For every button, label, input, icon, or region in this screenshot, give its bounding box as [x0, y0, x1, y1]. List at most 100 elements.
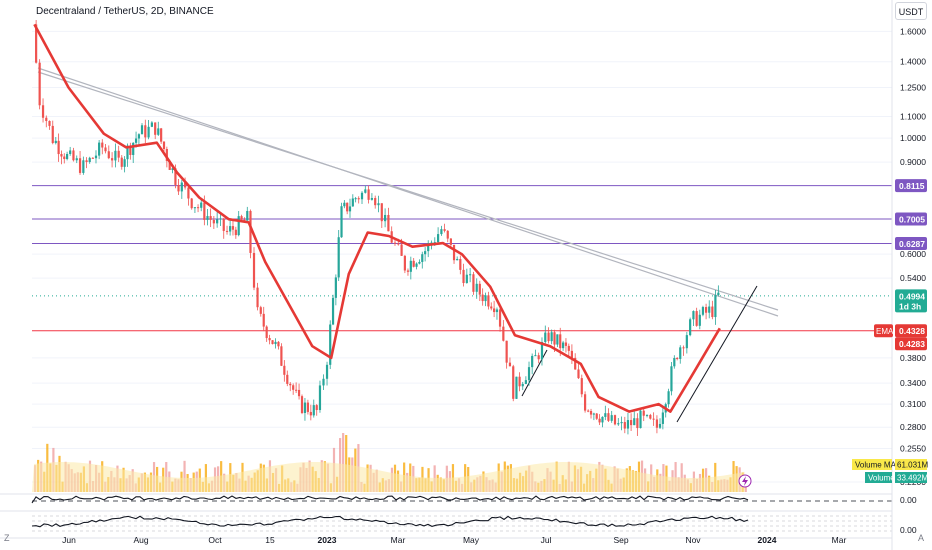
- lightning-glyph: [742, 476, 748, 486]
- candle-body: [636, 418, 639, 429]
- candle-body: [82, 160, 85, 173]
- candle-body: [48, 120, 51, 126]
- candle-body: [168, 160, 171, 170]
- ema-value-tag: [895, 324, 927, 338]
- candle-body: [110, 158, 114, 161]
- candle-body: [231, 226, 235, 230]
- candle-body: [679, 347, 682, 359]
- candle-body: [329, 324, 332, 365]
- auto-scale-button[interactable]: A: [918, 533, 925, 543]
- candle-body: [436, 234, 440, 243]
- candle-body: [98, 142, 101, 156]
- candle-body: [209, 216, 212, 220]
- candle-body: [38, 62, 41, 106]
- candle-body: [524, 380, 527, 384]
- candle-body: [154, 122, 157, 135]
- ema-name-label: EMA: [876, 327, 894, 336]
- candle-body: [212, 219, 215, 224]
- zoom-icon[interactable]: Z: [4, 533, 10, 543]
- candle-body: [409, 260, 412, 272]
- time-label: Mar: [391, 535, 406, 545]
- candle-body: [462, 269, 465, 284]
- candle-body: [685, 335, 688, 349]
- candle-body: [72, 150, 75, 161]
- level-0-8115-tag: [895, 179, 927, 193]
- candle-body: [265, 326, 268, 339]
- candle-body: [354, 198, 357, 200]
- time-axis[interactable]: Jun Aug Oct 15 2023 Mar May Jul Sep Nov 2024 Mar: [62, 535, 846, 545]
- osc2-value: 0.00: [900, 525, 917, 535]
- candle-body: [561, 342, 565, 349]
- candle-body: [222, 218, 225, 231]
- candle-body: [574, 357, 577, 370]
- candle-body: [580, 378, 583, 395]
- candle-body: [259, 307, 262, 314]
- candle-body: [430, 242, 433, 244]
- candle-body: [177, 184, 180, 192]
- volume-bars: [32, 433, 747, 492]
- candle-body: [484, 295, 487, 302]
- candle-body: [424, 251, 427, 255]
- symbol-title[interactable]: Decentraland / TetherUS, 2D, BINANCE: [36, 6, 214, 17]
- candle-body: [553, 332, 556, 345]
- candle-body: [443, 229, 446, 231]
- candle-body: [649, 414, 652, 419]
- ema-name-tag: [874, 324, 893, 338]
- candle-body: [465, 274, 468, 284]
- candle-body: [252, 252, 256, 288]
- candle-body: [315, 405, 318, 411]
- candle-body: [150, 122, 153, 127]
- candle-body: [132, 142, 135, 155]
- ascending-trendline-2023-mid: [521, 349, 548, 397]
- candle-body: [289, 383, 292, 386]
- currency-button[interactable]: USDT: [895, 2, 927, 20]
- candle-body: [190, 198, 193, 209]
- candle-body: [334, 277, 337, 298]
- candle-body: [393, 242, 397, 244]
- candle-body: [673, 357, 676, 367]
- candle-body: [711, 306, 714, 318]
- candle-body: [268, 338, 271, 341]
- candle-body: [283, 365, 286, 375]
- candle-body: [322, 378, 325, 386]
- candle-body: [595, 413, 598, 419]
- candle-body: [351, 198, 354, 207]
- time-label: May: [463, 535, 480, 545]
- candle-body: [440, 229, 443, 235]
- candle-body: [129, 145, 132, 155]
- horizontal-level-lines[interactable]: [32, 185, 892, 332]
- candle-body: [531, 355, 534, 368]
- candle-body: [387, 214, 390, 232]
- volume-bar: [674, 462, 677, 492]
- candle-body: [692, 311, 695, 320]
- candle-body: [184, 182, 187, 188]
- descending-trendline-lower: [37, 71, 779, 311]
- candle-body: [249, 210, 252, 253]
- candle-body: [601, 416, 604, 423]
- volume-legend-label: Volume: [868, 474, 895, 483]
- candle-body: [714, 295, 717, 318]
- current-price-label: 1d 3h: [899, 301, 921, 311]
- support-value-tag: [895, 337, 927, 351]
- candle-body: [140, 125, 144, 135]
- candle-body: [54, 140, 57, 144]
- candle-body: [174, 168, 177, 185]
- candle-body: [495, 309, 499, 313]
- candle-body: [225, 230, 229, 232]
- candle-body: [41, 105, 45, 118]
- candle-body: [515, 376, 518, 399]
- candle-body: [180, 182, 183, 192]
- candle-body: [137, 134, 141, 139]
- candle-body: [604, 413, 607, 417]
- candle-body: [60, 154, 63, 157]
- candle-body: [505, 340, 508, 363]
- candle-body: [229, 226, 232, 232]
- candle-body: [45, 117, 48, 121]
- candle-body: [498, 309, 502, 327]
- candle-body: [527, 367, 531, 381]
- candle-body: [570, 350, 573, 358]
- candle-body: [147, 126, 150, 138]
- candle-body: [655, 419, 659, 428]
- candle-body: [120, 157, 123, 167]
